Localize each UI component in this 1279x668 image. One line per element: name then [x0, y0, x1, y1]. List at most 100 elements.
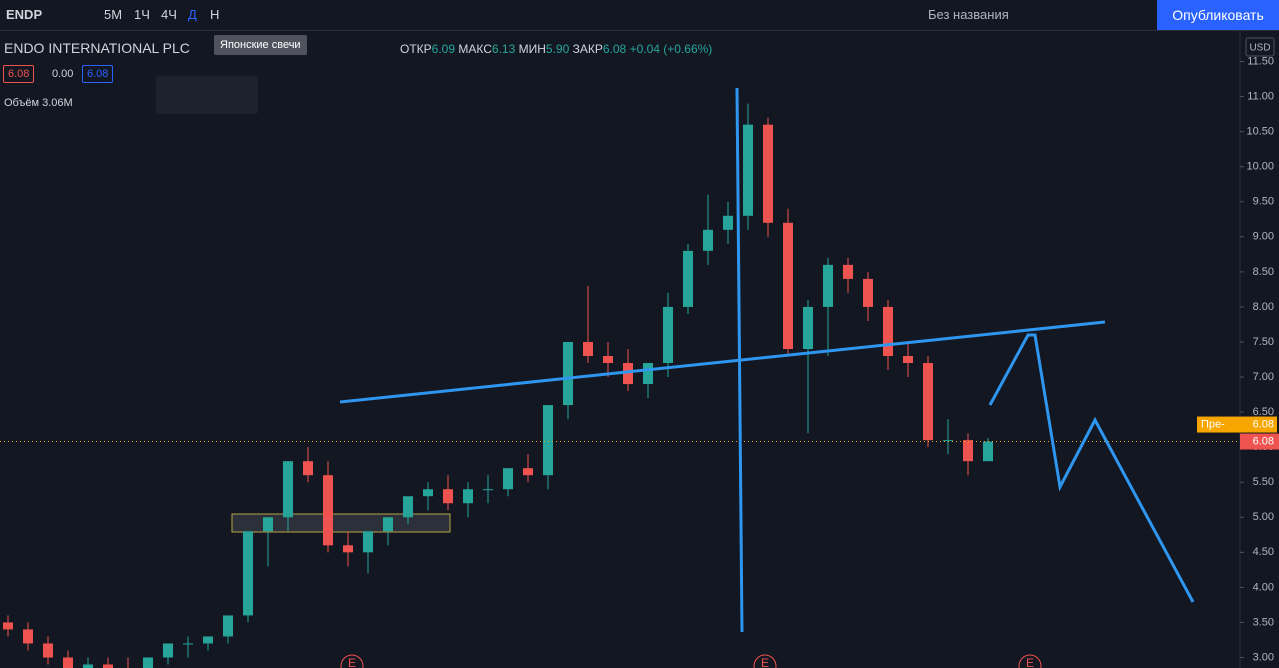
candle-body — [303, 461, 313, 476]
candle-body — [403, 496, 413, 518]
layout-name[interactable]: Без названия — [928, 7, 1009, 22]
candle-body — [603, 356, 613, 364]
symbol[interactable]: ENDP — [6, 7, 43, 22]
label: МАКС — [458, 42, 492, 56]
candle-body — [763, 124, 773, 223]
earnings-label: E — [761, 656, 769, 668]
candle-body — [543, 405, 553, 476]
forecast-path — [988, 333, 1195, 603]
candle-body — [983, 441, 993, 462]
pre-tag — [1197, 416, 1277, 433]
currency-box[interactable] — [1245, 37, 1275, 57]
candle-body — [563, 341, 573, 406]
candle-body — [363, 531, 373, 553]
candle-body — [923, 363, 933, 441]
y-tick-label: 4.00 — [1253, 581, 1274, 593]
candle-body — [503, 468, 513, 490]
ask[interactable]: 6.08 — [82, 65, 114, 83]
earnings-label: E — [348, 656, 356, 668]
value: 6.09 — [431, 42, 456, 56]
candle-body — [323, 475, 333, 546]
candle-body — [23, 629, 33, 644]
interval[interactable]: 1Ч — [134, 7, 150, 22]
vertical-line — [735, 87, 744, 633]
y-tick-label: 3.50 — [1253, 616, 1274, 628]
pre-price: 6.08 — [1253, 418, 1274, 430]
candle-body — [43, 643, 53, 658]
candle-body — [803, 306, 813, 349]
candle-body — [823, 264, 833, 307]
candle-body — [283, 461, 293, 518]
pre-label: Пре- — [1201, 418, 1225, 430]
candle-body — [3, 622, 13, 630]
earnings-markers: E E E — [340, 654, 1042, 668]
candle-body — [483, 489, 493, 491]
candle-body — [83, 664, 93, 668]
y-tick-label: 9.00 — [1253, 231, 1274, 243]
candle-body — [703, 229, 713, 251]
bid[interactable]: 6.08 — [3, 65, 35, 83]
y-tick-label: 7.50 — [1253, 336, 1274, 348]
interval[interactable]: 5М — [104, 7, 123, 22]
candle-body — [423, 489, 433, 497]
candle-body — [203, 636, 213, 644]
spread: 0.00 — [52, 68, 74, 80]
interval[interactable]: 4Ч — [161, 7, 177, 22]
candle-body — [863, 278, 873, 307]
candle-body — [103, 664, 113, 668]
interval[interactable]: Н — [210, 7, 220, 22]
y-tick-label: 6.50 — [1253, 406, 1274, 418]
zone-rect — [231, 513, 451, 533]
y-tick-label: 5.50 — [1253, 476, 1274, 488]
candle-body — [743, 124, 753, 216]
value: 3.06M — [42, 97, 73, 109]
candle-body — [663, 306, 673, 364]
price-tag-label: 6.08 — [1253, 435, 1274, 447]
y-tick-label: 10.00 — [1246, 161, 1274, 173]
candle-body — [843, 264, 853, 279]
candle-body — [963, 440, 973, 462]
publish-button[interactable]: Опубликовать — [1157, 0, 1279, 30]
candle-body — [583, 341, 593, 357]
candle-body — [263, 517, 273, 532]
y-tick-label: 8.00 — [1253, 301, 1274, 313]
value: 6.08 — [602, 42, 627, 56]
y-tick-label: 11.50 — [1247, 55, 1274, 67]
label: ОТКР — [400, 42, 432, 56]
y-tick-label: 8.50 — [1253, 266, 1274, 278]
candle-body — [163, 643, 173, 658]
candle-body — [343, 545, 353, 553]
ohlc-legend: ОТКР6.09 МАКС6.13 МИН5.90 ЗАКР6.08 +0.04… — [400, 42, 712, 56]
candle-body — [243, 531, 253, 616]
y-tick-label: 10.50 — [1246, 126, 1274, 138]
candle-body — [383, 517, 393, 532]
price-axis — [1240, 30, 1279, 668]
drawing-toolbar[interactable] — [156, 76, 258, 114]
currency: USD — [1249, 43, 1270, 54]
candle-body — [223, 615, 233, 637]
candle-body — [523, 468, 533, 476]
toolbar: ENDP 5М 1Ч 4Ч Д Н Без названия Опубликов… — [0, 0, 1279, 31]
y-tick-label: 3.00 — [1253, 651, 1274, 663]
y-tick-label: 7.00 — [1253, 371, 1274, 383]
price-tag — [1240, 433, 1279, 450]
symbol-name: ENDO INTERNATIONAL PLC — [4, 40, 190, 56]
y-tick-label: 11.00 — [1247, 91, 1274, 103]
candle-body — [443, 489, 453, 504]
y-tick-label: 9.50 — [1253, 196, 1274, 208]
volume-legend: Объём 3.06M — [4, 97, 73, 109]
earnings-label: E — [1026, 656, 1034, 668]
tooltip: Японские свечи — [214, 35, 307, 55]
candle-body — [623, 363, 633, 385]
candle-body — [143, 657, 153, 668]
candle-body — [723, 215, 733, 230]
label: ЗАКР — [572, 42, 603, 56]
candle-body — [643, 363, 653, 385]
candle-body — [883, 306, 893, 357]
candle-body — [63, 657, 73, 668]
interval[interactable]: Д — [188, 7, 197, 22]
label: МИН — [518, 42, 546, 56]
value: 6.13 — [491, 42, 516, 56]
